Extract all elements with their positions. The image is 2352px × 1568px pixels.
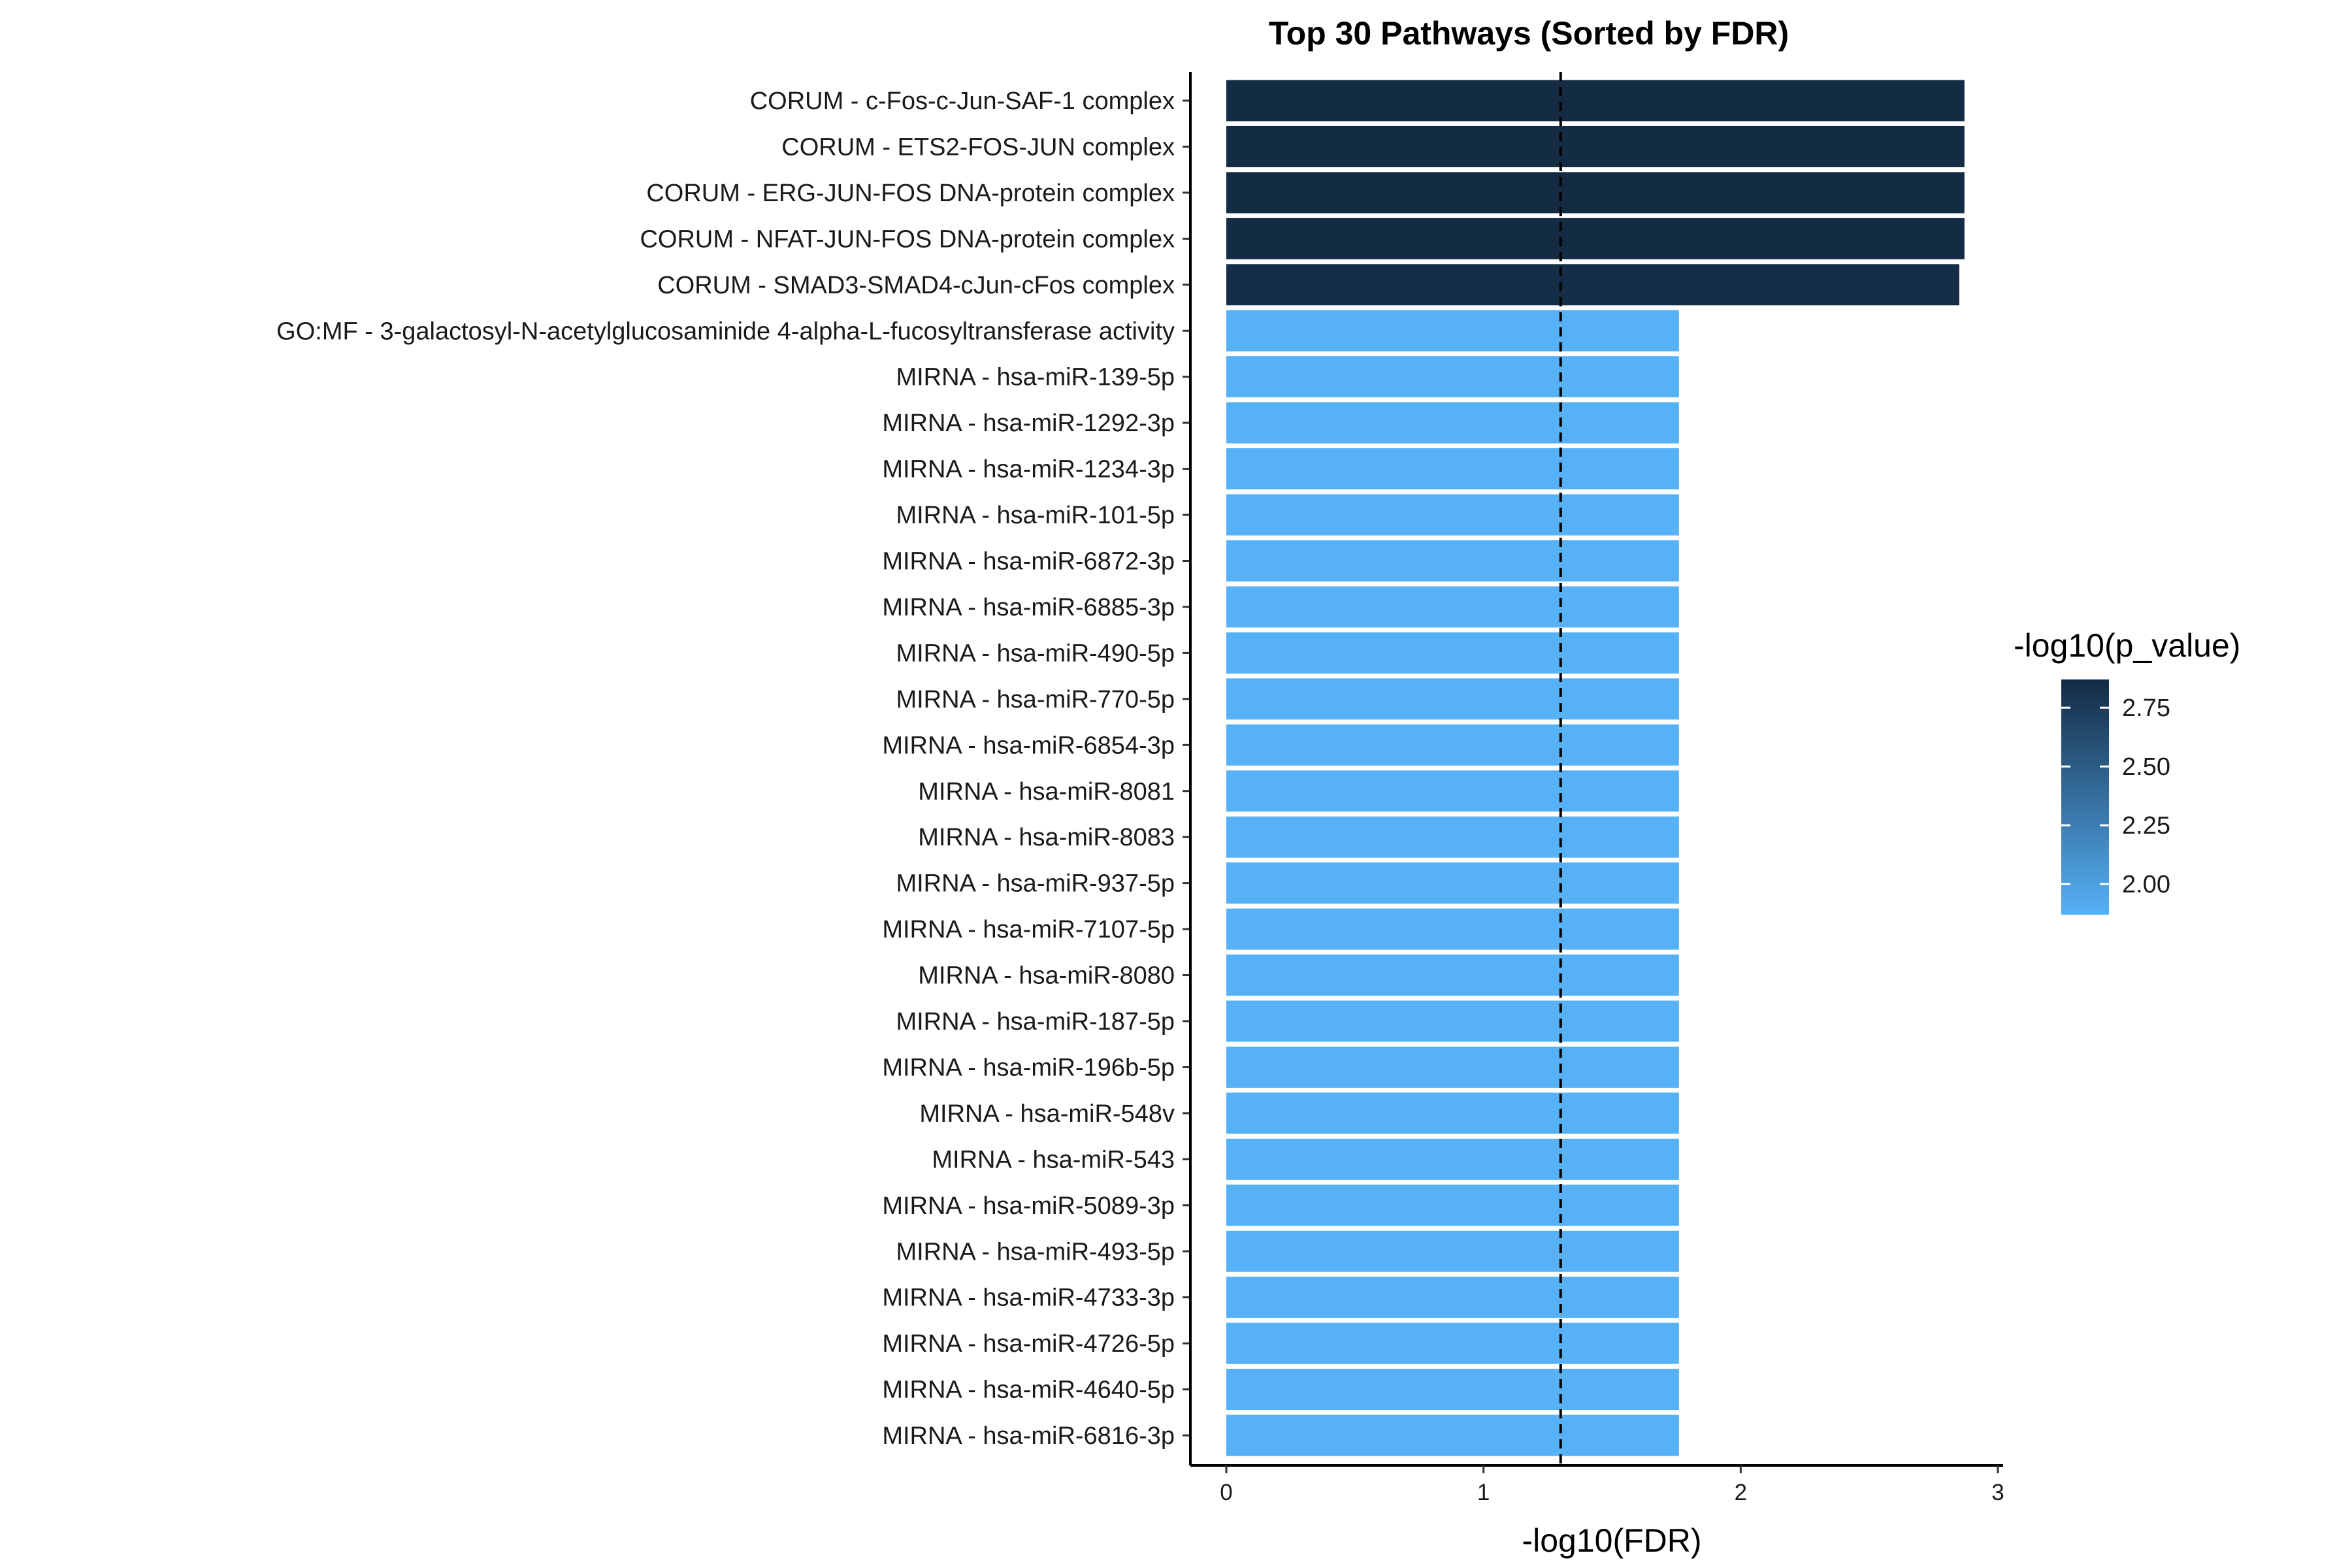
- bar: [1226, 1138, 1679, 1180]
- bar: [1226, 402, 1679, 444]
- y-tick-label: GO:MF - 3-galactosyl-N-acetylglucosamini…: [276, 318, 1175, 345]
- y-tick-label: MIRNA - hsa-miR-4726-5p: [882, 1330, 1175, 1358]
- y-tick-label: MIRNA - hsa-miR-139-5p: [896, 364, 1175, 391]
- bar: [1226, 1414, 1679, 1456]
- bar: [1226, 1277, 1679, 1318]
- y-tick-label: MIRNA - hsa-miR-6885-3p: [882, 594, 1175, 621]
- bar: [1226, 770, 1679, 812]
- x-tick-label: 2: [1735, 1480, 1747, 1505]
- bar: [1226, 494, 1679, 536]
- y-tick-label: CORUM - c-Fos-c-Jun-SAF-1 complex: [750, 88, 1175, 115]
- bar: [1226, 218, 1965, 259]
- bar: [1226, 1046, 1679, 1088]
- legend-tick-label: 2.25: [2122, 812, 2170, 840]
- legend-title: -log10(p_value): [2014, 627, 2240, 664]
- bar: [1226, 1000, 1679, 1042]
- x-axis-title: -log10(FDR): [1522, 1522, 1701, 1559]
- axes-group: [1183, 72, 2003, 1473]
- y-tick-label: MIRNA - hsa-miR-493-5p: [896, 1238, 1175, 1266]
- bar: [1226, 356, 1679, 398]
- y-tick-label: CORUM - NFAT-JUN-FOS DNA-protein complex: [640, 225, 1175, 253]
- bar: [1226, 125, 1965, 167]
- y-tick-label: MIRNA - hsa-miR-770-5p: [896, 686, 1175, 713]
- bar: [1226, 172, 1965, 214]
- bars-group: [1226, 80, 1965, 1456]
- legend-colorbar: [2061, 679, 2109, 915]
- legend-tick-label: 2.75: [2122, 694, 2170, 722]
- bar: [1226, 862, 1679, 904]
- y-tick-label: MIRNA - hsa-miR-101-5p: [896, 502, 1175, 529]
- bar: [1226, 1230, 1679, 1272]
- color-legend: -log10(p_value) 2.00 2.25 2.50 2.75: [2014, 627, 2240, 915]
- y-tick-label: MIRNA - hsa-miR-5089-3p: [882, 1192, 1175, 1220]
- y-tick-label: CORUM - SMAD3-SMAD4-cJun-cFos complex: [657, 272, 1175, 299]
- bar: [1226, 448, 1679, 490]
- y-tick-label: MIRNA - hsa-miR-7107-5p: [882, 916, 1175, 943]
- y-tick-label: CORUM - ETS2-FOS-JUN complex: [781, 133, 1175, 161]
- y-tick-label: MIRNA - hsa-miR-4733-3p: [882, 1284, 1175, 1312]
- legend-tick-label: 2.00: [2122, 871, 2170, 898]
- y-tick-label: MIRNA - hsa-miR-6854-3p: [882, 732, 1175, 759]
- chart-title: Top 30 Pathways (Sorted by FDR): [1269, 15, 1789, 52]
- y-tick-label: MIRNA - hsa-miR-548v: [919, 1100, 1175, 1128]
- y-tick-labels: CORUM - c-Fos-c-Jun-SAF-1 complex CORUM -…: [276, 88, 1175, 1450]
- bar: [1226, 1322, 1679, 1364]
- y-tick-label: MIRNA - hsa-miR-1292-3p: [882, 410, 1175, 437]
- bar: [1226, 1369, 1679, 1411]
- legend-tick-label: 2.50: [2122, 753, 2170, 781]
- y-tick-label: MIRNA - hsa-miR-4640-5p: [882, 1377, 1175, 1404]
- bar: [1226, 310, 1679, 351]
- y-tick-label: MIRNA - hsa-miR-196b-5p: [882, 1054, 1175, 1081]
- y-tick-label: MIRNA - hsa-miR-937-5p: [896, 870, 1175, 898]
- bar: [1226, 816, 1679, 858]
- y-tick-label: MIRNA - hsa-miR-187-5p: [896, 1008, 1175, 1036]
- bar: [1226, 80, 1965, 122]
- bar: [1226, 1092, 1679, 1134]
- bar: [1226, 1184, 1679, 1226]
- y-tick-label: MIRNA - hsa-miR-6872-3p: [882, 548, 1175, 576]
- x-tick-label: 3: [1991, 1480, 2004, 1505]
- y-tick-label: MIRNA - hsa-miR-8080: [918, 962, 1175, 990]
- y-tick-label: CORUM - ERG-JUN-FOS DNA-protein complex: [646, 180, 1175, 207]
- y-tick-label: MIRNA - hsa-miR-8083: [918, 824, 1175, 851]
- bar: [1226, 264, 1959, 306]
- y-tick-label: MIRNA - hsa-miR-1234-3p: [882, 456, 1175, 483]
- bar: [1226, 540, 1679, 581]
- y-tick-label: MIRNA - hsa-miR-543: [932, 1146, 1175, 1173]
- bar: [1226, 586, 1679, 628]
- y-tick-label: MIRNA - hsa-miR-8081: [918, 778, 1175, 806]
- x-tick-label: 1: [1477, 1480, 1490, 1505]
- bar: [1226, 955, 1679, 996]
- bar: [1226, 908, 1679, 950]
- x-tick-labels: 0 1 2 3: [1220, 1480, 2004, 1505]
- bar: [1226, 678, 1679, 720]
- bar: [1226, 632, 1679, 674]
- x-tick-label: 0: [1220, 1480, 1232, 1505]
- y-tick-label: MIRNA - hsa-miR-490-5p: [896, 640, 1175, 667]
- y-tick-label: MIRNA - hsa-miR-6816-3p: [882, 1422, 1175, 1450]
- bar: [1226, 724, 1679, 766]
